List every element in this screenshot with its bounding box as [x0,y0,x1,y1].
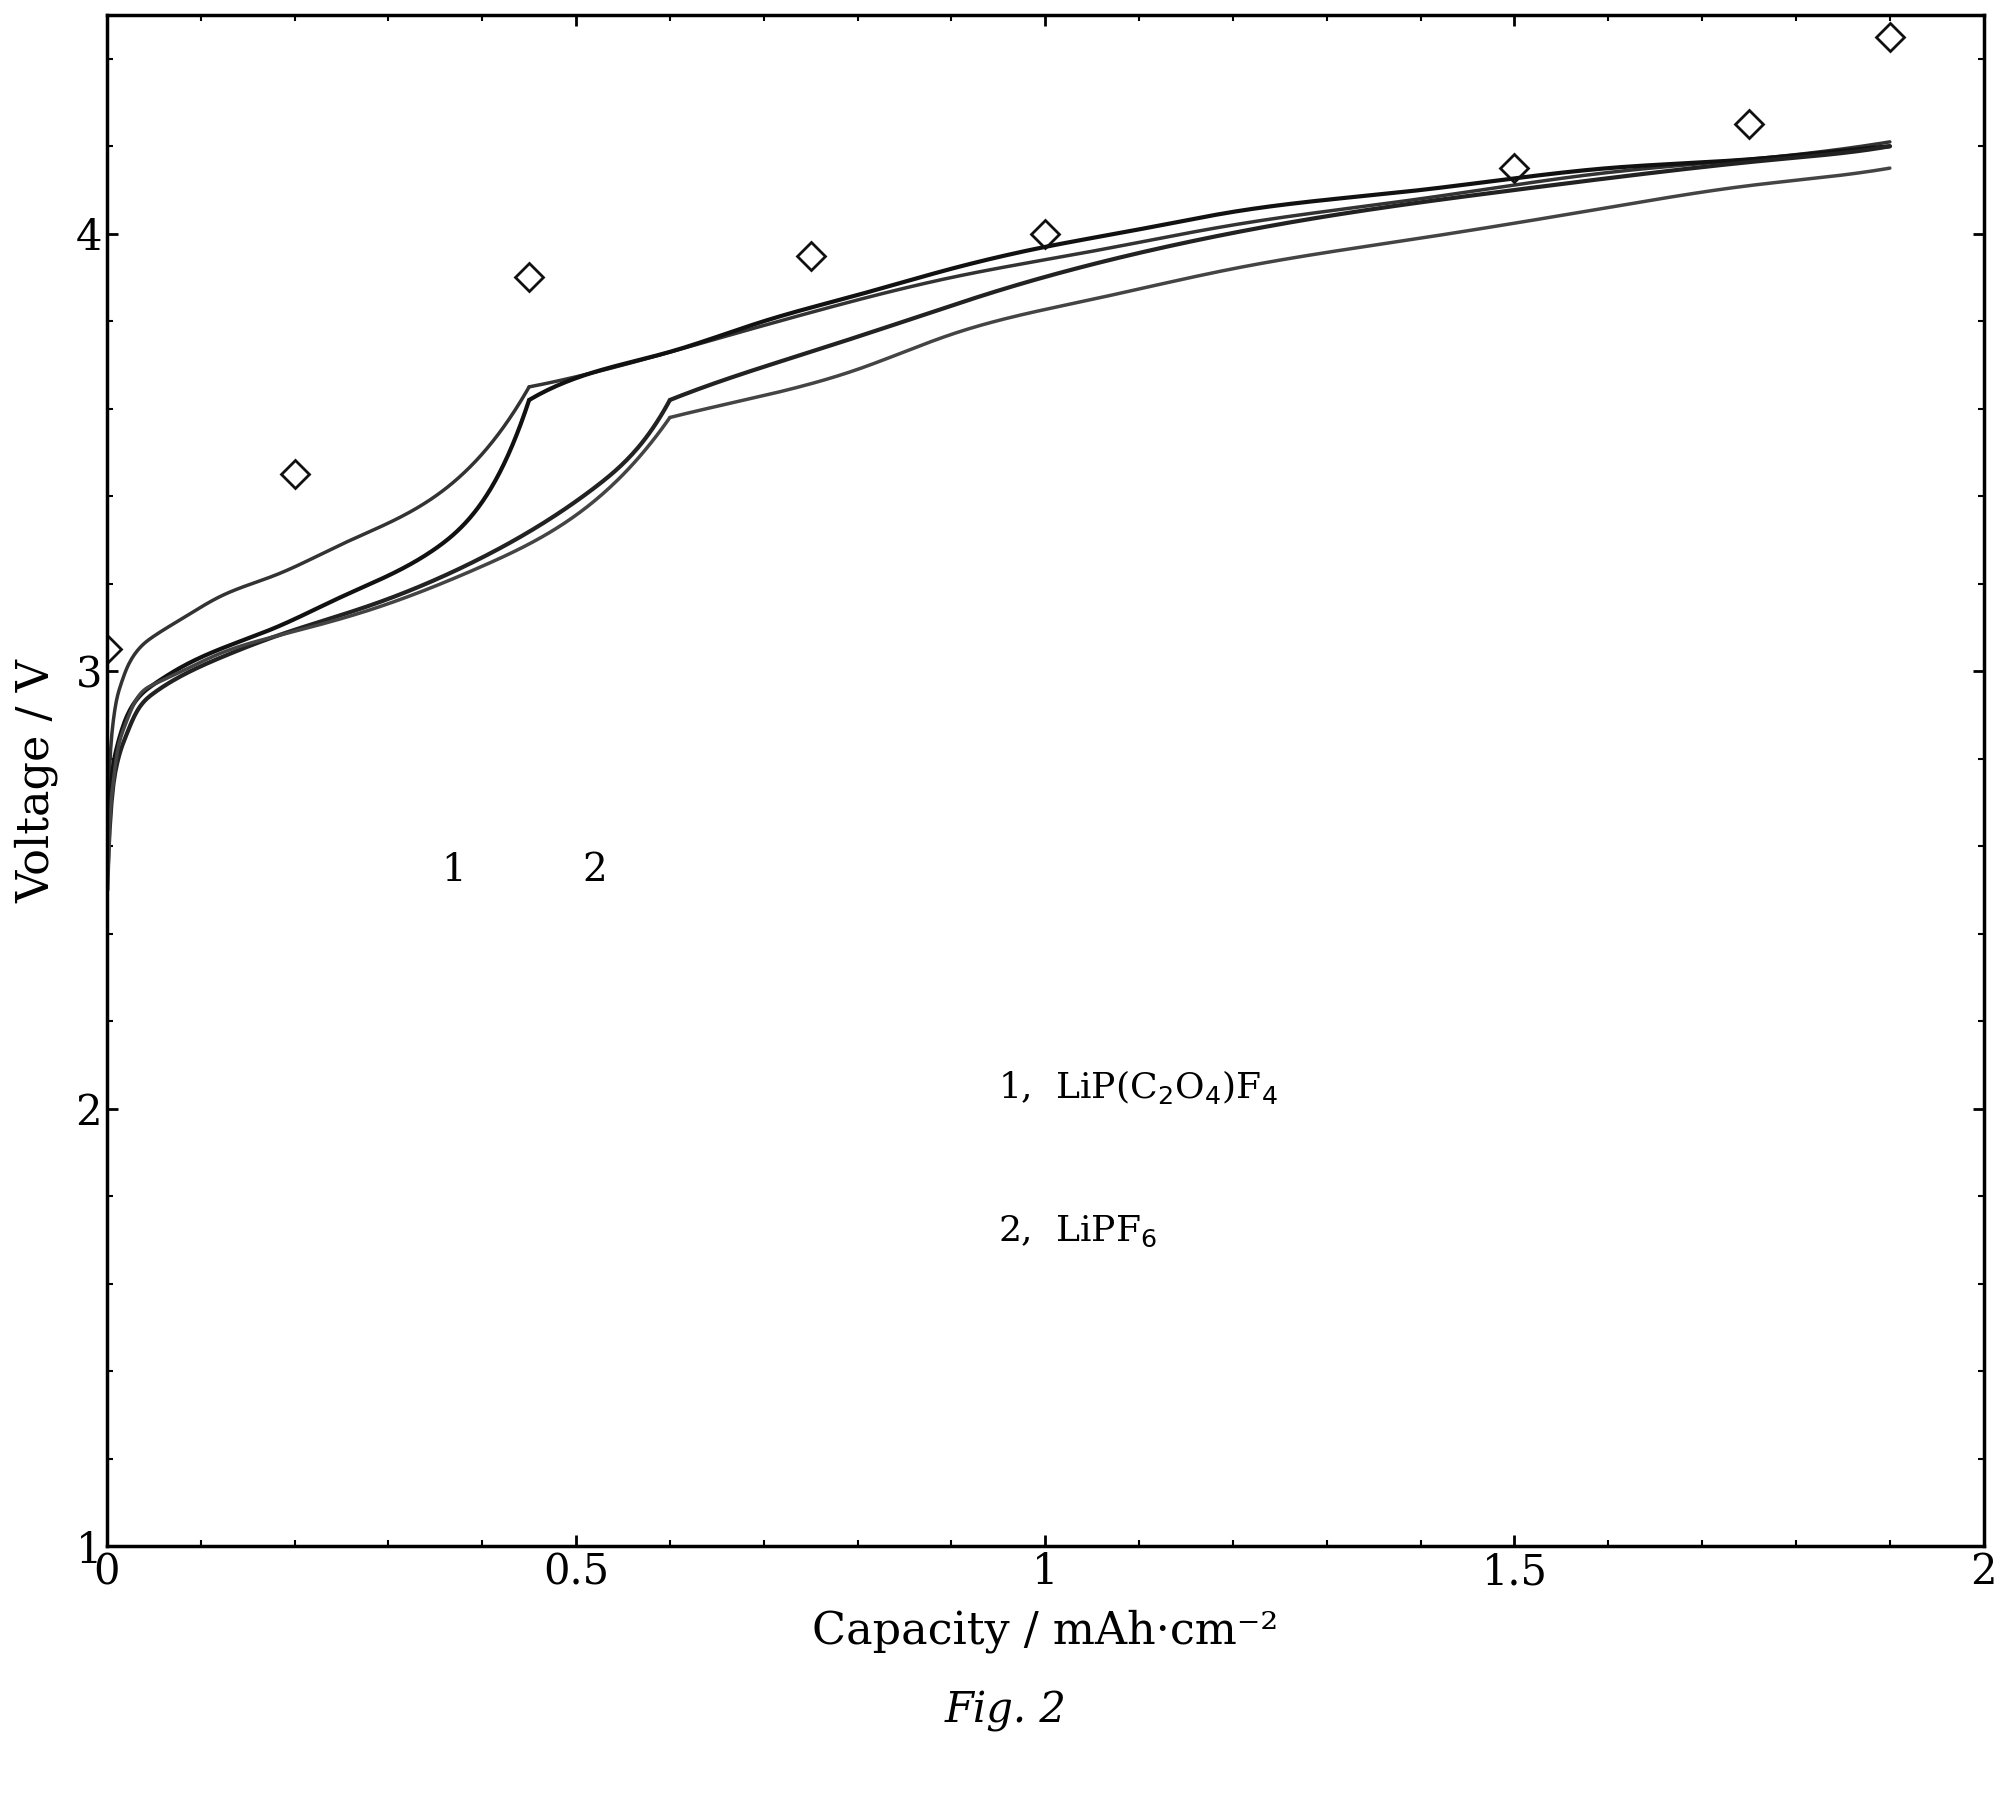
Text: 2,  LiPF$_6$: 2, LiPF$_6$ [998,1213,1157,1249]
Text: Fig. 2: Fig. 2 [946,1690,1066,1731]
Text: 1: 1 [443,852,467,890]
Text: 2: 2 [581,852,608,890]
Text: 1,  LiP(C$_2$O$_4$)F$_4$: 1, LiP(C$_2$O$_4$)F$_4$ [998,1067,1278,1105]
Y-axis label: Voltage / V: Voltage / V [14,658,58,902]
X-axis label: Capacity / mAh·cm⁻²: Capacity / mAh·cm⁻² [813,1609,1278,1654]
